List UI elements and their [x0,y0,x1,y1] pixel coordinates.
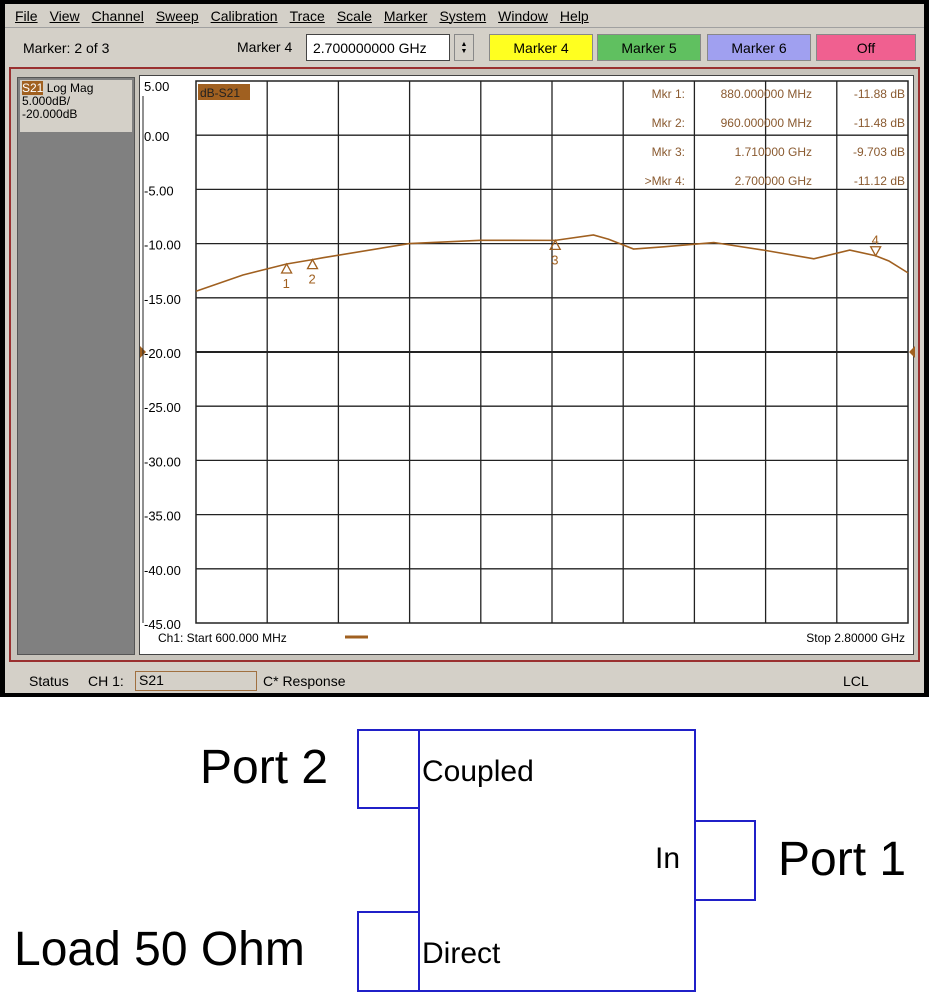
marker-table-stimulus: 880.000000 MHz [721,87,812,101]
menu-system[interactable]: System [439,7,487,24]
status-mode: C* Response [263,672,346,689]
marker-table-response: -11.88 dB [854,87,905,101]
y-tick-label: -40.00 [144,563,181,578]
y-tick-label: -20.00 [144,346,181,361]
channel-sidebar: S21 Log Mag 5.000dB/ -20.000dB [17,77,135,655]
marker-1-icon[interactable] [280,262,293,274]
y-tick-label: 5.00 [144,79,169,94]
in-label: In [655,842,681,875]
menu-trace[interactable]: Trace [289,7,325,24]
marker-table-name: Mkr 1: [652,87,685,101]
menu-window[interactable]: Window [498,7,548,24]
y-tick-label: -35.00 [144,509,181,524]
trace-scale: 5.000dB/ [22,94,71,108]
menu-help[interactable]: Help [559,7,589,24]
direct-label: Direct [422,937,501,970]
trace-label[interactable]: dB-S21 [200,86,240,100]
menu-view[interactable]: View [49,7,80,24]
s21-chart: 5.00 0.00 -5.00 -10.00 -15.00 -20.00 -25.00 -30… [140,79,915,645]
trace-format: Log Mag [46,81,94,95]
status-label: Status [29,672,69,689]
marker-count: Marker: 2 of 3 [23,40,110,56]
trace-param: S21 [22,81,44,95]
marker-frequency-input[interactable]: 2.700000000 GHz [306,34,450,61]
channel-trace-info[interactable]: S21 Log Mag 5.000dB/ -20.000dB [20,80,132,132]
menu-sweep[interactable]: Sweep [155,7,199,24]
marker-table-response: -11.12 dB [854,174,905,188]
marker-table-response: -9.703 dB [853,145,905,159]
y-tick-label: -10.00 [144,238,181,253]
port-1-box [694,820,756,901]
marker-field-label: Marker 4 [237,39,293,55]
trace-label-bg [198,84,250,100]
menu-file[interactable]: File [15,7,38,24]
spin-up-icon[interactable]: ▲ [460,40,468,48]
marker-2-icon[interactable] [306,258,319,270]
status-param[interactable]: S21 [135,670,257,691]
y-tick-label: 0.00 [144,129,169,144]
marker-table-stimulus: 960.000000 MHz [721,116,812,130]
status-bar: Status CH 1: S21 C* Response LCL [5,668,924,693]
y-tick-label: -25.00 [144,400,181,415]
marker-table-response: -11.48 dB [854,116,905,130]
menu-channel[interactable]: Channel [91,7,144,24]
analyzer-window: File View Channel Sweep Calibration Trac… [0,0,929,697]
port-2-box [357,729,420,809]
start-frequency: Ch1: Start 600.000 MHz [158,631,287,645]
marker-table-name: Mkr 3: [652,145,685,159]
load-label: Load 50 Ohm [14,923,305,976]
marker-spin-button[interactable]: ▲ ▼ [454,34,474,61]
marker-4-button[interactable]: Marker 4 [489,34,593,61]
plot-panel: 5.00 0.00 -5.00 -10.00 -15.00 -20.00 -25.00 -30… [139,75,915,655]
trace-ref: -20.000dB [22,107,78,121]
marker-toolbar: Marker: 2 of 3 Marker 4 2.700000000 GHz … [5,29,924,65]
y-tick-label: -15.00 [144,292,181,307]
channel-window: S21 Log Mag 5.000dB/ -20.000dB 5.00 0.00 -… [9,67,920,662]
marker-off-button[interactable]: Off [816,34,916,61]
marker-table-stimulus: 2.700000 GHz [735,174,812,188]
spin-down-icon[interactable]: ▼ [460,47,468,55]
reference-right-icon [909,346,915,358]
marker-4-icon[interactable] [869,246,882,258]
menu-bar: File View Channel Sweep Calibration Trac… [5,4,924,28]
marker-3-icon[interactable] [549,239,562,251]
y-tick-label: -30.00 [144,454,181,469]
menu-scale[interactable]: Scale [336,7,372,24]
port-1-label: Port 1 [778,833,907,886]
marker-2-label: 2 [309,272,316,287]
load-box [357,911,420,992]
port-2-label: Port 2 [200,741,329,794]
marker-3-label: 3 [551,252,558,267]
marker-table-name: >Mkr 4: [645,174,685,188]
marker-6-button[interactable]: Marker 6 [707,34,811,61]
coupled-label: Coupled [422,755,534,788]
marker-4-label: 4 [872,233,879,248]
menu-calibration[interactable]: Calibration [210,7,278,24]
y-tick-label: -45.00 [144,617,181,632]
status-lcl: LCL [843,672,869,689]
marker-table-stimulus: 1.710000 GHz [735,145,812,159]
y-tick-label: -5.00 [144,183,174,198]
marker-1-label: 1 [283,276,290,291]
marker-table-name: Mkr 2: [652,116,685,130]
status-channel: CH 1: [88,672,124,689]
menu-marker[interactable]: Marker [383,7,428,24]
marker-5-button[interactable]: Marker 5 [597,34,701,61]
stop-frequency: Stop 2.80000 GHz [806,631,905,645]
